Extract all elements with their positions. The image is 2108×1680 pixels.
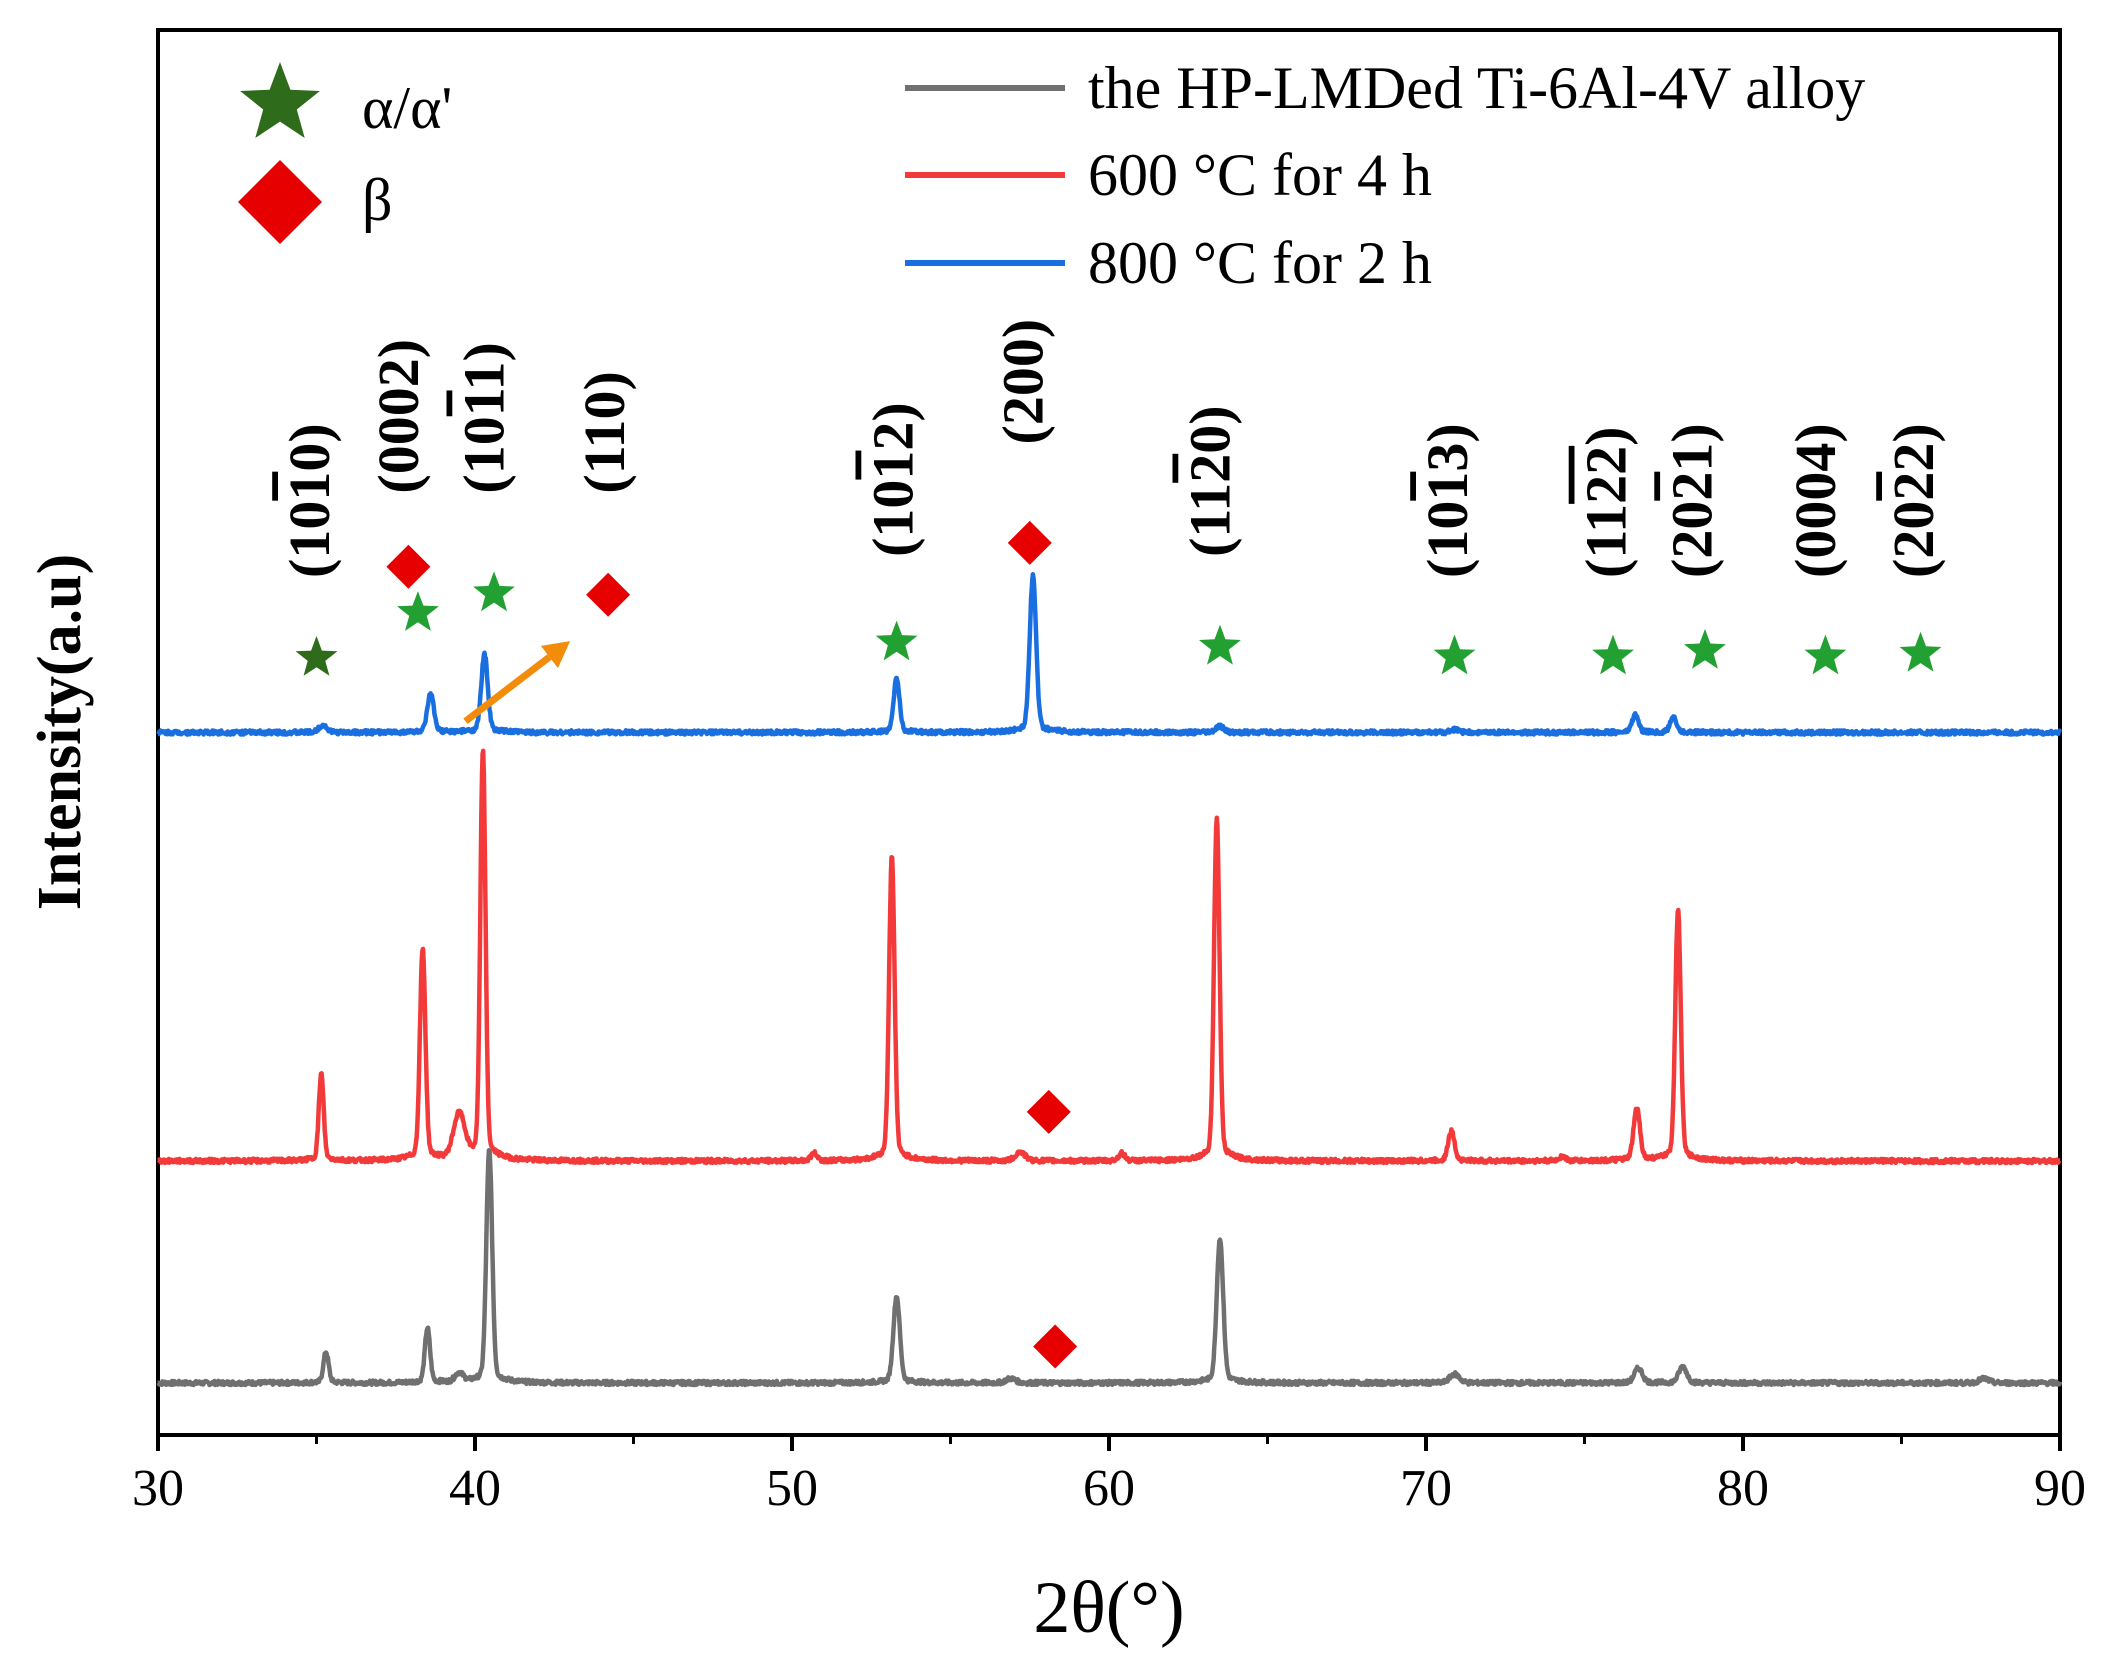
x-tick-label: 70 xyxy=(1400,1460,1452,1517)
phase-legend-label-beta: β xyxy=(362,167,393,233)
miller-index-label: (1012) xyxy=(861,402,926,557)
miller-index-label: (0004) xyxy=(1783,423,1848,578)
miller-index-text: (1011) xyxy=(452,342,517,493)
legend-label-800c: 800 °C for 2 h xyxy=(1088,230,1432,296)
x-tick-label: 50 xyxy=(766,1460,818,1517)
miller-index-label: (2022) xyxy=(1881,423,1946,578)
beta-phase-diamond-marker xyxy=(386,544,431,589)
miller-index-label: (2021) xyxy=(1659,423,1724,578)
alpha-phase-star-marker xyxy=(1899,631,1942,672)
arrow-head-icon xyxy=(540,641,571,669)
star-icon xyxy=(240,62,320,138)
miller-index-label: (1122) xyxy=(1574,427,1639,578)
alpha-phase-star-marker xyxy=(295,636,338,676)
legend-label-as-built: the HP-LMDed Ti-6Al-4V alloy xyxy=(1088,55,1865,121)
alpha-phase-star-marker xyxy=(1804,634,1847,675)
alpha-phase-star-marker xyxy=(875,620,918,661)
miller-index-label: (1010) xyxy=(277,423,342,578)
phase-legend: α/α' β xyxy=(238,62,452,244)
miller-index-text: (0002) xyxy=(366,339,431,494)
x-ticks: 30 40 50 60 70 80 90 xyxy=(132,1435,2086,1517)
miller-index-text: (1012) xyxy=(861,402,926,557)
miller-index-label: (200) xyxy=(990,319,1055,445)
x-axis-title: 2θ(°) xyxy=(1033,1567,1184,1649)
miller-index-text: (200) xyxy=(990,319,1055,445)
y-axis-title: Intensity(a.u) xyxy=(26,554,94,911)
star-icon-shape xyxy=(240,62,320,138)
series-800c-line xyxy=(156,572,2063,737)
marker-layer xyxy=(295,520,1942,1369)
miller-index-label: (0002) xyxy=(366,339,431,494)
x-tick-label: 30 xyxy=(132,1460,184,1517)
series-layer xyxy=(156,572,2063,1388)
diamond-icon-shape xyxy=(238,160,322,244)
miller-index-text: (1120) xyxy=(1178,405,1243,556)
beta-phase-diamond-marker xyxy=(1007,520,1052,565)
series-600c-line xyxy=(156,748,2062,1166)
series-legend: the HP-LMDed Ti-6Al-4V alloy 600 °C for … xyxy=(905,55,1865,296)
phase-legend-label-alpha: α/α' xyxy=(362,75,452,141)
beta-phase-diamond-marker xyxy=(586,572,631,617)
miller-index-label: (1120) xyxy=(1178,405,1243,556)
legend-label-600c: 600 °C for 4 h xyxy=(1088,142,1432,208)
x-tick-label: 90 xyxy=(2034,1460,2086,1517)
miller-index-text: (1122) xyxy=(1574,427,1639,578)
miller-index-label: (1013) xyxy=(1415,423,1480,578)
miller-index-text: (1010) xyxy=(277,423,342,578)
alpha-phase-star-marker xyxy=(397,591,439,631)
diamond-icon xyxy=(238,160,322,244)
miller-index-text: (110) xyxy=(572,371,637,493)
miller-index-text: (1013) xyxy=(1415,423,1480,578)
alpha-phase-star-marker xyxy=(1433,634,1476,675)
beta-phase-diamond-marker xyxy=(1033,1324,1078,1369)
x-tick-label: 40 xyxy=(449,1460,501,1517)
miller-index-label: (1011) xyxy=(452,342,517,493)
annotation-layer: (1010) (0002) (1011) (110) (1012) (200) (1120)… xyxy=(277,319,1946,578)
arrow-icon xyxy=(463,654,552,725)
miller-index-text: (2021) xyxy=(1659,423,1724,578)
alpha-phase-star-marker xyxy=(1684,629,1726,669)
x-tick-label: 80 xyxy=(1717,1460,1769,1517)
beta-phase-diamond-marker xyxy=(1026,1089,1071,1134)
alpha-phase-star-marker xyxy=(1199,624,1241,665)
alpha-phase-star-marker xyxy=(473,571,515,612)
series-as-built-line xyxy=(156,1148,2063,1388)
miller-index-text: (0004) xyxy=(1783,423,1848,578)
miller-index-text: (2022) xyxy=(1881,423,1946,578)
alpha-phase-star-marker xyxy=(1592,634,1634,675)
miller-index-label: (110) xyxy=(572,371,637,493)
x-tick-label: 60 xyxy=(1083,1460,1135,1517)
